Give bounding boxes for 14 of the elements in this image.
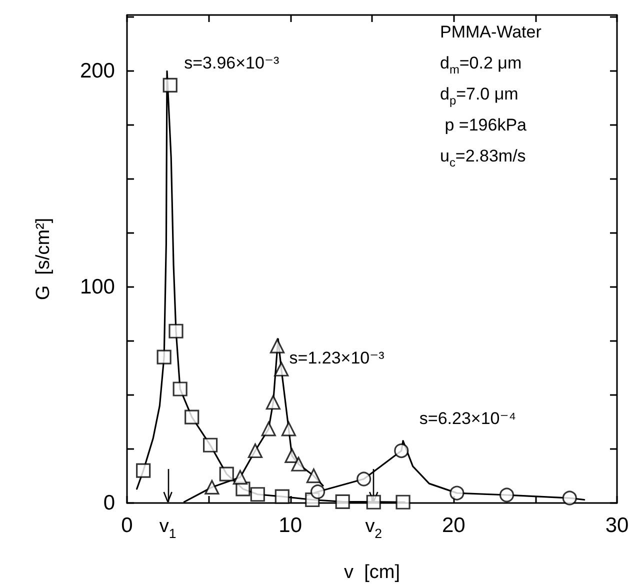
y-tick-label: 200	[80, 60, 115, 83]
series-label: s=1.23×10⁻³	[289, 348, 385, 368]
series-label: s=3.96×10⁻³	[184, 54, 280, 73]
x-axis-title: v [cm]	[344, 562, 400, 583]
x-tick-label: 20	[442, 514, 466, 537]
y-tick-label: 0	[103, 492, 115, 514]
y-tick-label: 100	[80, 276, 115, 299]
x-tick-label: 0	[121, 514, 133, 537]
annotation: PMMA-Water	[440, 22, 542, 42]
y-axis-title: G [s/cm²]	[33, 218, 54, 300]
annotation: p =196kPa	[440, 116, 528, 134]
series-label: s=6.23×10⁻⁴	[419, 409, 516, 428]
x-tick-label: 30	[605, 514, 629, 537]
x-tick-label: 10	[278, 514, 302, 537]
